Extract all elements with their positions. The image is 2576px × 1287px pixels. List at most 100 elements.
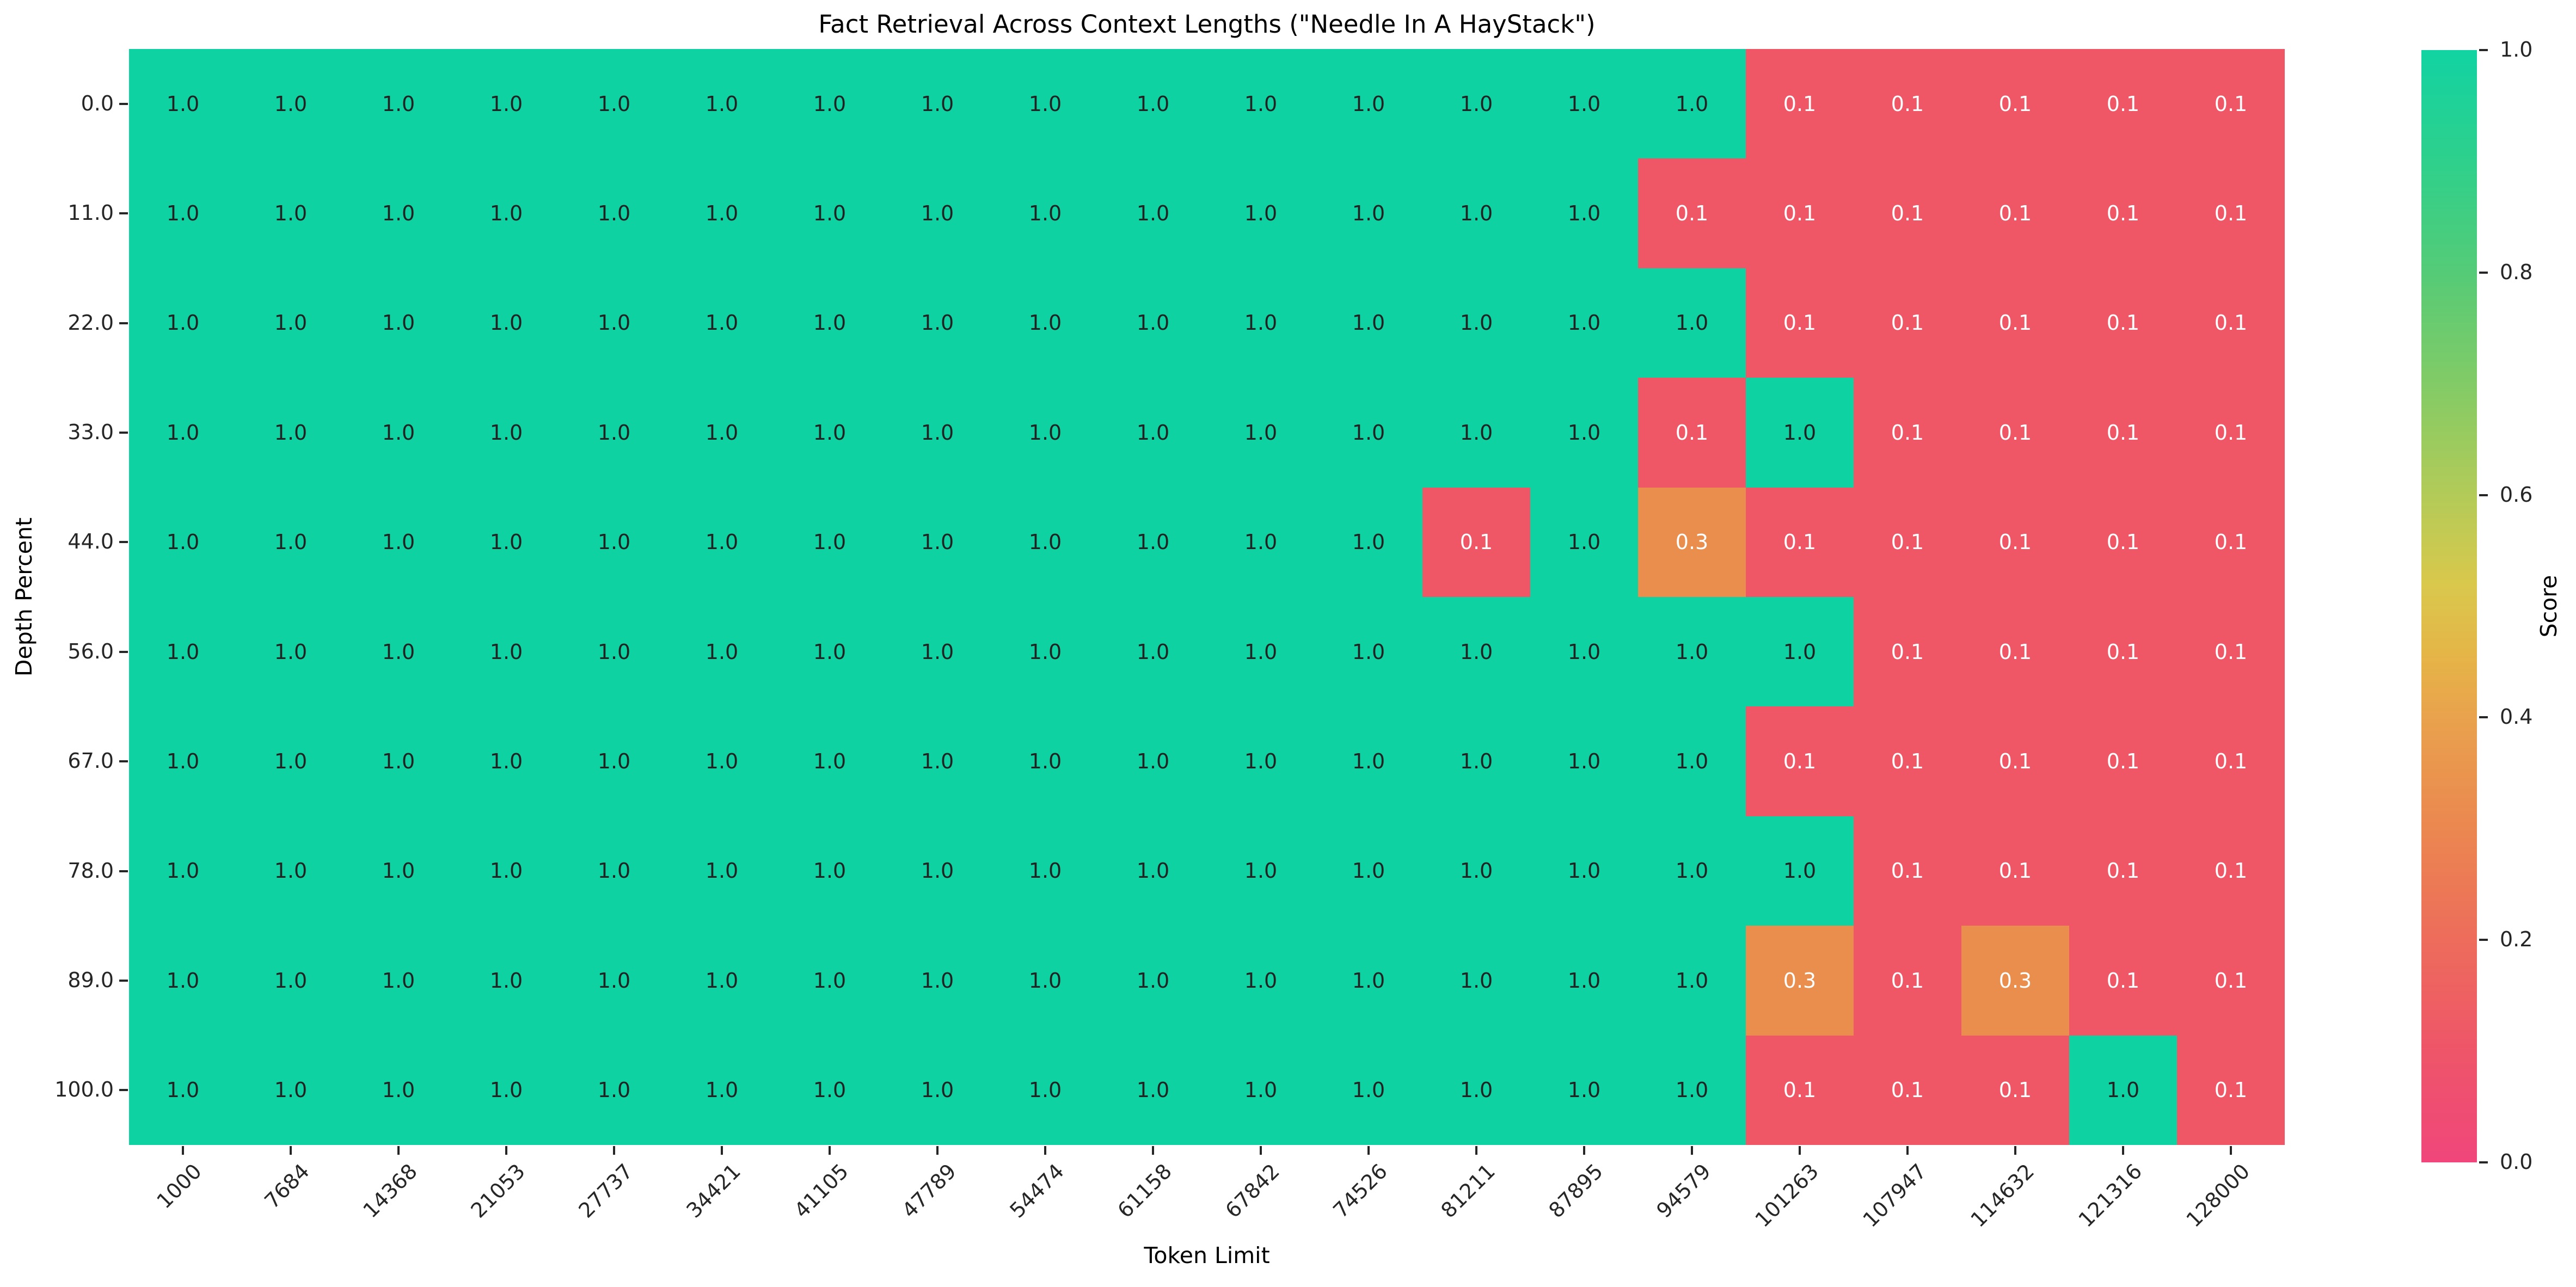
y-tick-label: 89.0 [68,968,114,993]
heatmap-cell: 0.1 [1854,268,1961,378]
tick-mark-horizontal [2479,716,2488,719]
heatmap-cell: 1.0 [776,1035,884,1145]
heatmap-cell: 1.0 [237,706,345,816]
heatmap-cell: 1.0 [1315,158,1422,268]
heatmap-cell: 1.0 [129,706,237,816]
heatmap-cell: 1.0 [884,49,991,159]
y-tick-label: 100.0 [54,1077,114,1102]
heatmap-cell: 0.1 [1746,49,1854,159]
heatmap-cell: 1.0 [884,268,991,378]
heatmap-cell: 1.0 [776,926,884,1036]
heatmap-cell: 1.0 [345,706,452,816]
heatmap-cell: 1.0 [1530,926,1638,1036]
heatmap-cell: 1.0 [668,158,776,268]
heatmap-cell: 1.0 [452,816,560,926]
heatmap-cell: 1.0 [237,487,345,597]
heatmap-cell: 1.0 [1530,816,1638,926]
colorbar-tick-label: 0.4 [2500,705,2533,729]
heatmap-cell: 1.0 [1530,706,1638,816]
heatmap-cell: 1.0 [1099,816,1207,926]
heatmap-cell: 1.0 [1315,1035,1422,1145]
heatmap-cell: 1.0 [1207,268,1315,378]
heatmap-cell: 1.0 [668,487,776,597]
chart-title: Fact Retrieval Across Context Lengths ("… [818,10,1596,39]
heatmap-cell: 1.0 [884,596,991,707]
heatmap-cell: 0.1 [2069,706,2177,816]
heatmap-cell: 1.0 [776,268,884,378]
heatmap-cell: 1.0 [1530,487,1638,597]
heatmap-cell: 1.0 [1422,596,1530,707]
x-tick-label: 74526 [1328,1159,1393,1223]
heatmap-cell: 1.0 [1530,158,1638,268]
colorbar-tick-label: 0.8 [2500,260,2533,284]
x-tick-label: 41105 [789,1159,854,1223]
y-tick-label: 56.0 [68,639,114,663]
heatmap-cell: 1.0 [1099,158,1207,268]
x-tick-label: 81211 [1436,1159,1500,1223]
x-tick-label: 54474 [1005,1159,1069,1223]
heatmap-cell: 1.0 [884,158,991,268]
heatmap-cell: 0.1 [2069,926,2177,1036]
heatmap-cell: 1.0 [237,378,345,488]
heatmap-cell: 0.1 [1746,1035,1854,1145]
heatmap-cell: 1.0 [991,816,1099,926]
heatmap-cell: 1.0 [1207,378,1315,488]
heatmap-cell: 1.0 [1315,268,1422,378]
heatmap-cell: 1.0 [237,1035,345,1145]
heatmap-cell: 0.1 [1961,487,2069,597]
heatmap-cell: 1.0 [1099,596,1207,707]
heatmap-cell: 1.0 [129,816,237,926]
heatmap-cell: 1.0 [668,816,776,926]
heatmap-cell: 1.0 [884,926,991,1036]
heatmap-cell: 1.0 [1207,158,1315,268]
x-tick-label: 7684 [260,1159,315,1214]
heatmap-cell: 1.0 [237,268,345,378]
heatmap-cell: 0.1 [1854,816,1961,926]
heatmap-cell: 1.0 [1099,706,1207,816]
tick-mark-horizontal [119,322,128,324]
heatmap-cell: 1.0 [129,158,237,268]
heatmap-cell: 1.0 [1746,596,1854,707]
heatmap-cell: 1.0 [884,706,991,816]
heatmap-cell: 1.0 [1638,596,1746,707]
heatmap-cell: 1.0 [129,926,237,1036]
tick-mark-vertical [1044,1146,1046,1155]
heatmap-cell: 1.0 [1422,816,1530,926]
heatmap-cell: 1.0 [1530,268,1638,378]
y-tick-label: 33.0 [68,420,114,445]
heatmap-cell: 1.0 [1422,1035,1530,1145]
tick-mark-horizontal [119,650,128,653]
tick-mark-vertical [1475,1146,1477,1155]
heatmap-cell: 0.1 [1746,487,1854,597]
y-tick-label: 11.0 [68,201,114,225]
heatmap-cell: 1.0 [345,158,452,268]
heatmap-cell: 1.0 [560,487,668,597]
tick-mark-vertical [290,1146,292,1155]
heatmap-cell: 0.1 [1854,378,1961,488]
heatmap-cell: 0.1 [2177,378,2285,488]
heatmap-cell: 1.0 [452,49,560,159]
heatmap-cell: 0.1 [2069,487,2177,597]
heatmap-cell: 0.1 [1961,378,2069,488]
tick-mark-vertical [721,1146,723,1155]
tick-mark-horizontal [119,1089,128,1092]
colorbar-label: Score [2536,575,2562,638]
x-tick-label: 21053 [466,1159,530,1223]
heatmap-cell: 1.0 [1099,268,1207,378]
x-tick-label: 14368 [358,1159,422,1223]
x-tick-label: 61158 [1113,1159,1177,1223]
heatmap-cell: 1.0 [991,926,1099,1036]
heatmap-cell: 1.0 [668,268,776,378]
heatmap-cell: 0.1 [1961,596,2069,707]
tick-mark-vertical [505,1146,507,1155]
heatmap-cell: 1.0 [668,926,776,1036]
heatmap-cell: 1.0 [884,487,991,597]
heatmap-cell: 1.0 [560,158,668,268]
heatmap-cell: 1.0 [345,596,452,707]
heatmap-cell: 1.0 [991,268,1099,378]
x-tick-label: 128000 [2181,1159,2255,1232]
heatmap-cell: 1.0 [560,926,668,1036]
heatmap-cell: 1.0 [1746,378,1854,488]
heatmap-cell: 0.1 [2177,1035,2285,1145]
